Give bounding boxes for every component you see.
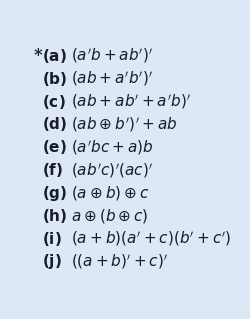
Text: $\mathbf{(c)}$: $\mathbf{(c)}$ bbox=[42, 93, 66, 111]
Text: $\mathbf{(h)}$: $\mathbf{(h)}$ bbox=[42, 207, 67, 225]
Text: $(ab \oplus b')' + ab$: $(ab \oplus b')' + ab$ bbox=[71, 115, 178, 134]
Text: $(a'b + ab')'$: $(a'b + ab')'$ bbox=[71, 47, 153, 65]
Text: $\mathbf{(b)}$: $\mathbf{(b)}$ bbox=[42, 70, 68, 88]
Text: $(a'bc + a)b$: $(a'bc + a)b$ bbox=[71, 138, 154, 157]
Text: $(a \oplus b) \oplus c$: $(a \oplus b) \oplus c$ bbox=[71, 184, 150, 202]
Text: $\mathbf{(g)}$: $\mathbf{(g)}$ bbox=[42, 184, 68, 203]
Text: $\mathbf{(j)}$: $\mathbf{(j)}$ bbox=[42, 252, 62, 271]
Text: $a \oplus (b \oplus c)$: $a \oplus (b \oplus c)$ bbox=[71, 207, 148, 225]
Text: *: * bbox=[33, 47, 42, 64]
Text: $((a + b)' + c)'$: $((a + b)' + c)'$ bbox=[71, 252, 168, 271]
Text: $\mathbf{(a)}$: $\mathbf{(a)}$ bbox=[42, 47, 67, 65]
Text: $(ab'c)'(ac)'$: $(ab'c)'(ac)'$ bbox=[71, 161, 153, 180]
Text: $(ab + ab' + a'b)'$: $(ab + ab' + a'b)'$ bbox=[71, 93, 191, 111]
Text: $\mathbf{(d)}$: $\mathbf{(d)}$ bbox=[42, 115, 68, 133]
Text: $\mathbf{(e)}$: $\mathbf{(e)}$ bbox=[42, 138, 67, 156]
Text: $(a + b)(a' + c)(b' + c')$: $(a + b)(a' + c)(b' + c')$ bbox=[71, 230, 231, 248]
Text: $\mathbf{(i)}$: $\mathbf{(i)}$ bbox=[42, 230, 62, 248]
Text: $\mathbf{(f)}$: $\mathbf{(f)}$ bbox=[42, 161, 63, 179]
Text: $(ab + a'b')'$: $(ab + a'b')'$ bbox=[71, 70, 153, 88]
